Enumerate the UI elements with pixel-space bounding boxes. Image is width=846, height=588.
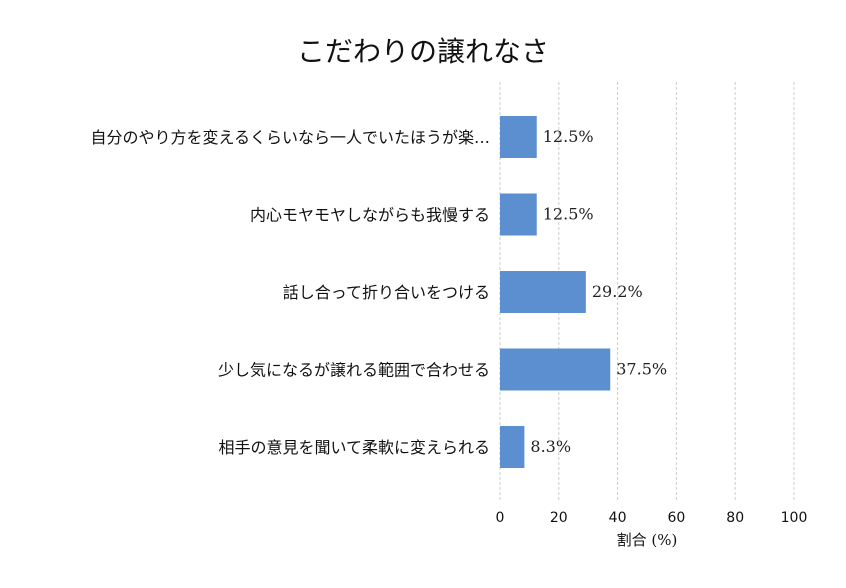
x-tick-label: 40 <box>609 510 627 526</box>
x-tick-label: 0 <box>496 510 505 526</box>
category-label: 話し合って折り合いをつける <box>283 283 490 302</box>
category-label: 自分のやり方を変えるくらいなら一人でいたほうが楽… <box>90 128 490 147</box>
value-label: 8.3% <box>530 437 571 456</box>
x-tick-label: 20 <box>550 510 568 526</box>
chart-title: こだわりの譲れなさ <box>296 35 549 68</box>
x-tick-label: 60 <box>667 510 685 526</box>
value-label: 12.5% <box>543 205 594 224</box>
bar <box>500 193 537 236</box>
bars <box>500 116 611 468</box>
value-label: 29.2% <box>592 282 643 301</box>
labels: 自分のやり方を変えるくらいなら一人でいたほうが楽… 12.5% 内心モヤモヤしながら… <box>90 127 667 457</box>
x-axis-label: 割合 (%) <box>617 531 678 549</box>
value-label: 12.5% <box>543 127 594 146</box>
x-tick-label: 100 <box>781 510 808 526</box>
bar <box>500 348 611 391</box>
bar <box>500 271 586 313</box>
value-label: 37.5% <box>616 360 667 379</box>
category-label: 相手の意見を聞いて柔軟に変えられる <box>218 438 490 457</box>
x-tick-label: 80 <box>726 510 744 526</box>
x-axis-ticks: 0 20 40 60 80 100 <box>496 510 808 526</box>
bar <box>500 116 537 158</box>
category-label: 少し気になるが譲れる範囲で合わせる <box>218 361 490 380</box>
bar <box>500 426 525 468</box>
category-label: 内心モヤモヤしながらも我慢する <box>250 206 490 225</box>
